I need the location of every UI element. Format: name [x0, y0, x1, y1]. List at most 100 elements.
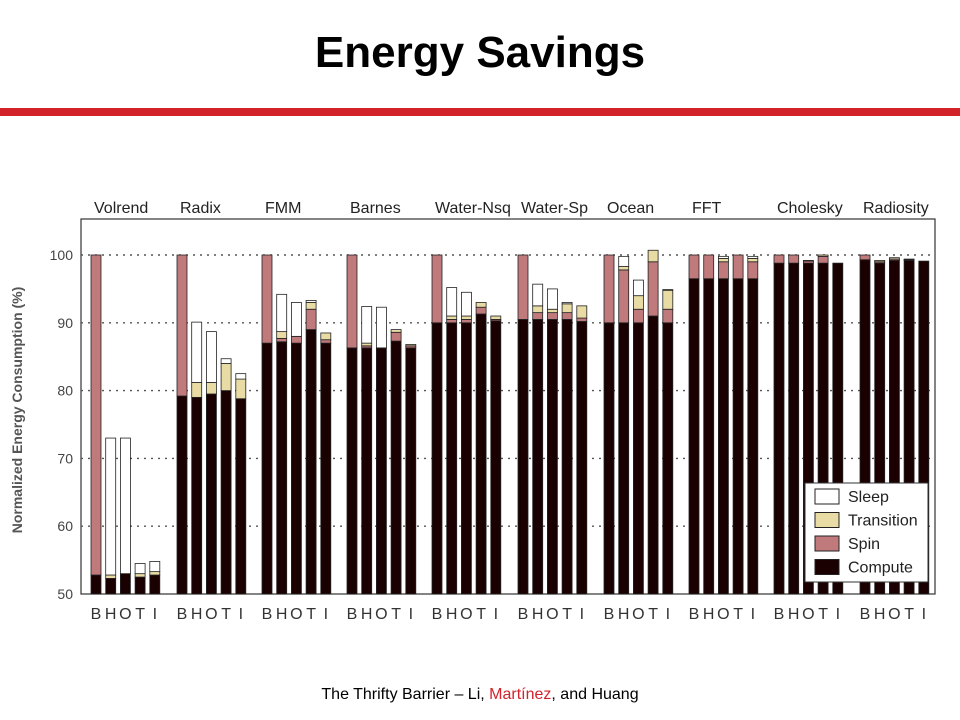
bar-segment-spin [576, 317, 588, 322]
bar-segment-sleep [633, 279, 644, 297]
bar-group-ocean [603, 249, 674, 595]
bar-segment-sleep [290, 302, 302, 337]
bar-segment-sleep [220, 358, 232, 364]
group-label: Cholesky [777, 200, 843, 217]
bar-group-water-sp [517, 254, 588, 595]
bar-segment-compute [918, 260, 930, 595]
x-tick-label: T [648, 606, 658, 623]
bar-segment-transition [817, 254, 829, 257]
x-tick-label: H [446, 606, 458, 623]
x-tick-label: H [618, 606, 630, 623]
group-label: Radix [180, 200, 221, 217]
group-label: Ocean [607, 200, 654, 217]
bar-segment-compute [662, 322, 674, 595]
x-tick-label: I [580, 606, 584, 623]
bar-segment-compute [90, 574, 102, 595]
bar-segment-transition [647, 249, 659, 263]
x-tick-label: I [239, 606, 243, 623]
legend-label: Compute [848, 560, 913, 577]
bar-segment-transition [475, 302, 487, 308]
footer-text: The Thrifty Barrier – Li, [321, 686, 490, 703]
footer-text-end: , and Huang [551, 686, 639, 703]
bar-group-fmm [261, 254, 332, 595]
bar-segment-compute [205, 393, 217, 595]
x-tick-label: T [306, 606, 316, 623]
x-tick-label: H [191, 606, 203, 623]
bar-segment-transition [903, 258, 915, 261]
y-tick-label: 90 [57, 315, 73, 331]
bar-segment-transition [191, 382, 203, 398]
bar-segment-sleep [532, 283, 544, 307]
bar-segment-transition [633, 295, 644, 310]
group-label: Radiosity [863, 200, 929, 217]
bar-segment-sleep [718, 255, 729, 259]
x-tick-label: I [666, 606, 670, 623]
y-axis-title: Normalized Energy Consumption (%) [9, 287, 25, 534]
bar-segment-sleep [460, 291, 472, 317]
x-tick-label: H [276, 606, 288, 623]
bar-segment-sleep [618, 255, 630, 267]
bar-segment-transition [220, 363, 232, 392]
bar-segment-compute [390, 340, 402, 595]
bar-segment-transition [205, 382, 217, 395]
bar-segment-spin [718, 261, 729, 280]
bar-segment-compute [788, 262, 800, 595]
x-tick-label: O [546, 606, 558, 623]
bar-segment-transition [490, 315, 502, 320]
group-label: FFT [692, 200, 722, 217]
bar-segment-transition [134, 573, 146, 578]
bar-segment-compute [361, 347, 373, 595]
y-tick-label: 100 [50, 247, 74, 263]
bar-segment-spin [703, 254, 715, 280]
bar-segment-compute [134, 576, 146, 595]
x-tick-label: O [119, 606, 131, 623]
bar-segment-transition [547, 308, 558, 314]
x-tick-label: O [888, 606, 900, 623]
bar-segment-compute [375, 347, 387, 595]
bar-segment-transition [460, 315, 472, 320]
plot-frame [80, 218, 936, 595]
bar-group-water-nsq [431, 254, 502, 595]
bar-segment-sleep [375, 306, 387, 349]
bar-segment-transition [405, 344, 417, 347]
bar-segment-spin [446, 319, 458, 324]
bar-segment-transition [576, 305, 588, 319]
bar-segment-transition [718, 257, 729, 263]
bar-segment-transition [105, 574, 117, 579]
bar-segment-transition [276, 331, 288, 339]
group-label: FMM [265, 200, 301, 217]
bar-segment-spin [773, 254, 785, 264]
x-tick-label: O [375, 606, 387, 623]
legend-label: Spin [848, 536, 880, 553]
bar-segment-sleep [305, 300, 317, 303]
bar-segment-sleep [747, 255, 759, 259]
bar-segment-transition [149, 571, 161, 576]
group-label: Barnes [350, 200, 401, 217]
x-tick-label: T [733, 606, 743, 623]
bar-segment-sleep [547, 288, 558, 310]
bar-segment-spin [603, 254, 615, 324]
x-tick-label: I [494, 606, 498, 623]
bar-segment-transition [361, 342, 373, 347]
bar-segment-compute [320, 342, 332, 595]
x-tick-label: T [221, 606, 231, 623]
bar-segment-sleep [235, 373, 247, 380]
bar-segment-compute [832, 262, 844, 595]
bar-segment-sleep [191, 321, 203, 383]
bar-segment-compute [191, 396, 203, 595]
title-divider [0, 108, 960, 116]
y-tick-label: 60 [57, 518, 73, 534]
bar-segment-spin [859, 254, 871, 261]
bar-segment-compute [105, 578, 117, 595]
y-tick-label: 80 [57, 383, 73, 399]
bar-segment-spin [346, 254, 358, 349]
x-tick-label: H [874, 606, 886, 623]
bar-segment-compute [290, 342, 302, 595]
y-tick-label: 70 [57, 450, 73, 466]
x-tick-label: H [105, 606, 117, 623]
bar-segment-transition [889, 257, 900, 260]
x-tick-label: I [324, 606, 328, 623]
legend-swatch-compute [814, 559, 840, 575]
bar-segment-compute [475, 313, 487, 595]
